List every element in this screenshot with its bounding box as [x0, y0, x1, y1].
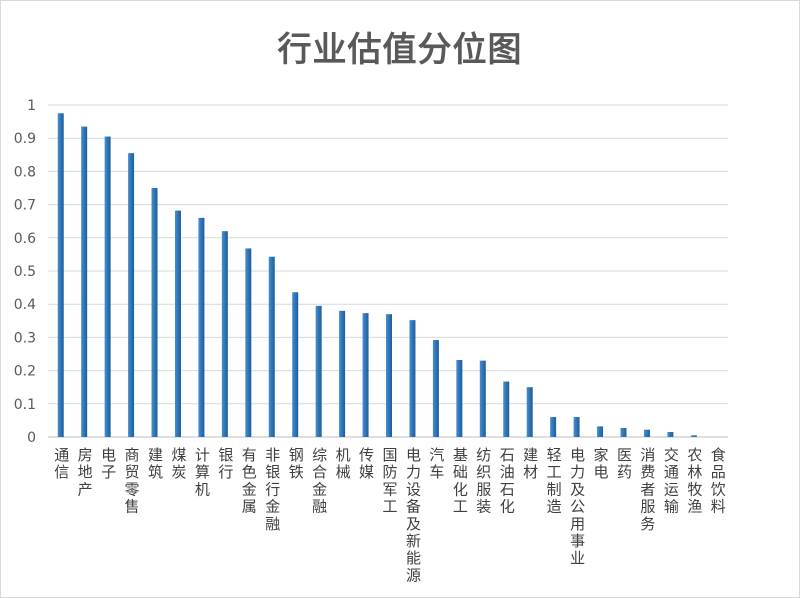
x-tick-label: 综合金融: [312, 446, 327, 516]
bar: [597, 426, 604, 437]
bar: [550, 417, 557, 437]
x-tick-label: 有色金属: [242, 446, 257, 516]
x-tick-label: 基础化工: [453, 446, 468, 516]
bar: [292, 292, 299, 437]
bar: [151, 188, 158, 437]
bar: [198, 217, 205, 437]
x-tick-label: 通信: [54, 446, 69, 481]
bar: [362, 313, 369, 437]
x-tick-label: 计算机: [195, 446, 210, 498]
bar: [268, 256, 275, 437]
bar: [104, 136, 111, 438]
y-tick-label: 0: [27, 430, 36, 446]
x-tick-label: 机械: [336, 446, 351, 481]
bar: [573, 417, 580, 437]
bar: [643, 429, 650, 437]
x-tick-label: 食品饮料: [711, 446, 726, 516]
bar: [503, 381, 510, 437]
y-tick-label: 0.8: [14, 164, 36, 180]
bar: [667, 432, 674, 437]
y-tick-label: 0.5: [14, 264, 36, 280]
bar: [386, 314, 392, 437]
bars: [57, 113, 697, 438]
gridlines: [48, 104, 728, 438]
y-tick-label: 0.3: [14, 330, 36, 346]
bar: [526, 387, 533, 437]
x-tick-label: 煤炭: [171, 446, 186, 481]
y-tick-label: 0.6: [14, 231, 36, 247]
bar: [57, 113, 64, 438]
x-tick-label: 传媒: [359, 446, 374, 481]
bar: [620, 428, 627, 437]
x-tick-label: 纺织服装: [476, 446, 491, 516]
bar: [81, 126, 88, 437]
y-tick-label: 0.1: [14, 397, 36, 413]
x-tick-label: 消费者服务: [640, 446, 655, 533]
bar: [339, 310, 346, 437]
x-tick-label: 房地产: [78, 446, 93, 498]
y-tick-label: 0.7: [14, 198, 36, 214]
y-tick-label: 0.4: [14, 297, 36, 313]
y-tick-label: 0.2: [14, 364, 36, 380]
x-tick-label: 医药: [617, 446, 632, 481]
x-axis: 通信房地产电子商贸零售建筑煤炭计算机银行有色金属非银行金融钢铁综合金融机械传媒国…: [54, 446, 726, 584]
x-tick-label: 钢铁: [289, 446, 304, 481]
bar: [432, 340, 439, 437]
x-tick-label: 轻工制造: [547, 446, 562, 516]
bar: [409, 320, 416, 437]
x-tick-label: 建筑: [148, 446, 163, 481]
bar: [221, 231, 228, 437]
y-axis: 0 0.1 0.2 0.3 0.4 0.5 0.6 0.7 0.8 0.9 1: [14, 98, 36, 446]
bar: [690, 435, 697, 437]
bar: [245, 248, 252, 437]
bar: [479, 360, 486, 437]
x-tick-label: 家电: [594, 446, 609, 481]
x-tick-label: 农林牧渔: [687, 446, 702, 516]
x-tick-label: 电力及公用事业: [570, 446, 585, 567]
y-tick-label: 0.9: [14, 131, 36, 147]
y-tick-label: 1: [27, 98, 36, 114]
x-tick-label: 非银行金融: [265, 446, 280, 533]
x-tick-label: 建材: [523, 446, 538, 481]
x-tick-label: 电力设备及新能源: [406, 446, 421, 584]
bar: [174, 210, 181, 437]
x-tick-label: 汽车: [429, 446, 444, 481]
x-tick-label: 银行: [218, 446, 233, 481]
x-tick-label: 国防军工: [382, 446, 397, 516]
x-tick-label: 电子: [101, 446, 116, 481]
x-tick-label: 石油石化: [500, 446, 515, 516]
chart-title: 行业估值分位图: [277, 30, 523, 70]
x-tick-label: 商贸零售: [125, 446, 140, 516]
x-tick-label: 交通运输: [664, 446, 679, 516]
bar: [456, 359, 463, 437]
bar: [128, 153, 135, 437]
bar: [315, 305, 322, 437]
